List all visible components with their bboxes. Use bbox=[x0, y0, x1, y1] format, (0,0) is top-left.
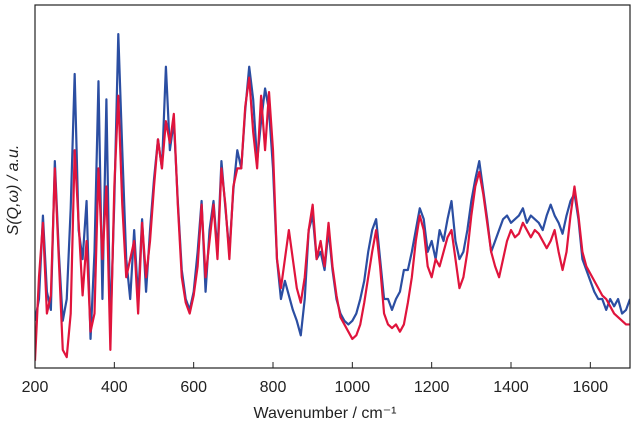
x-tick-label: 1000 bbox=[335, 379, 371, 396]
x-axis-label: Wavenumber / cm⁻¹ bbox=[254, 405, 397, 422]
series-line bbox=[35, 76, 630, 361]
x-tick-label: 1200 bbox=[414, 379, 450, 396]
x-tick-label: 800 bbox=[260, 379, 287, 396]
x-tick-label: 1600 bbox=[573, 379, 609, 396]
plot-frame bbox=[34, 4, 631, 369]
series-line bbox=[35, 32, 630, 341]
y-axis-label: S(Q,ω) / a.u. bbox=[5, 145, 22, 236]
x-tick-label: 600 bbox=[180, 379, 207, 396]
x-tick-label: 200 bbox=[22, 379, 49, 396]
x-tick-label: 1400 bbox=[493, 379, 529, 396]
x-tick-label: 400 bbox=[101, 379, 128, 396]
